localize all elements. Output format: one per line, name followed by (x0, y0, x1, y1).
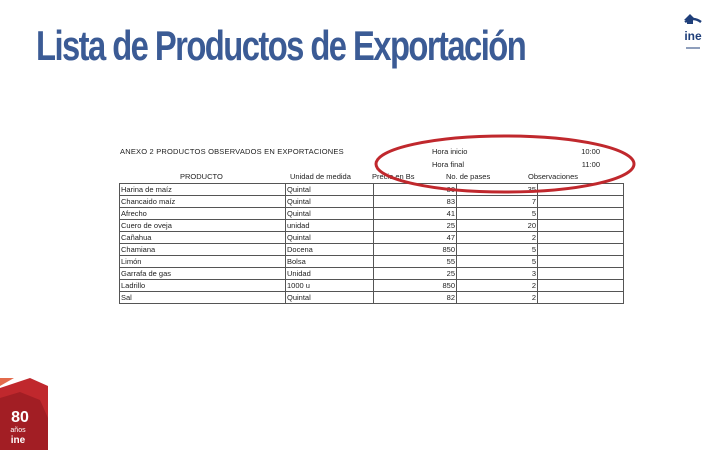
table-row: Ladrillo 1000 u 850 2 (119, 279, 624, 292)
cell-passes: 5 (456, 243, 538, 256)
cell-passes: 2 (456, 231, 538, 244)
cell-observations (537, 207, 624, 220)
cell-observations (537, 243, 624, 256)
table-row: Chancaido maíz Quintal 83 7 (119, 195, 624, 208)
cell-product: Cañahua (119, 231, 286, 244)
cell-product: Chancaido maíz (119, 195, 286, 208)
cell-product: Chamiana (119, 243, 286, 256)
cell-price: 41 (373, 207, 457, 220)
cell-passes: 2 (456, 291, 538, 304)
header-product: PRODUCTO (180, 172, 223, 181)
cell-unit: Quintal (285, 207, 374, 220)
cell-product: Afrecho (119, 207, 286, 220)
cell-unit: Bolsa (285, 255, 374, 268)
table-row: Harina de maíz Quintal 80 35 (119, 183, 624, 196)
cell-product: Sal (119, 291, 286, 304)
cell-product: Harina de maíz (119, 183, 286, 196)
end-time-value: 11:00 (581, 160, 600, 169)
cell-price: 25 (373, 267, 457, 280)
table-row: Chamiana Docena 850 5 (119, 243, 624, 256)
cell-price: 83 (373, 195, 457, 208)
header-unit: Unidad de medida (290, 172, 351, 181)
cell-passes: 5 (456, 207, 538, 220)
cell-unit: Quintal (285, 183, 374, 196)
cell-unit: Quintal (285, 195, 374, 208)
cell-price: 82 (373, 291, 457, 304)
cell-product: Garrafa de gas (119, 267, 286, 280)
cell-observations (537, 231, 624, 244)
cell-observations (537, 255, 624, 268)
cell-passes: 5 (456, 255, 538, 268)
cell-observations (537, 267, 624, 280)
ine-logo: ine (668, 8, 718, 58)
ine-logo-text: ine (684, 29, 702, 43)
cell-price: 47 (373, 231, 457, 244)
table-row: Cañahua Quintal 47 2 (119, 231, 624, 244)
cell-observations (537, 195, 624, 208)
table-row: Cuero de oveja unidad 25 20 (119, 219, 624, 232)
end-time-label: Hora final (432, 160, 465, 169)
cell-passes: 20 (456, 219, 538, 232)
table-row: Sal Quintal 82 2 (119, 291, 624, 304)
cell-passes: 3 (456, 267, 538, 280)
cell-passes: 2 (456, 279, 538, 292)
cell-price: 850 (373, 243, 457, 256)
cell-product: Cuero de oveja (119, 219, 286, 232)
cell-observations (537, 219, 624, 232)
cell-unit: 1000 u (285, 279, 374, 292)
cell-unit: Unidad (285, 267, 374, 280)
cell-unit: unidad (285, 219, 374, 232)
anniversary-word: años (10, 427, 26, 434)
highlight-ellipse (374, 134, 636, 194)
cell-unit: Docena (285, 243, 374, 256)
cell-passes: 7 (456, 195, 538, 208)
cell-observations (537, 291, 624, 304)
table-row: Garrafa de gas Unidad 25 3 (119, 267, 624, 280)
table-row: Limón Bolsa 55 5 (119, 255, 624, 268)
cell-observations (537, 183, 624, 196)
annex-title: ANEXO 2 PRODUCTOS OBSERVADOS EN EXPORTAC… (120, 147, 344, 156)
cell-product: Ladrillo (119, 279, 286, 292)
table-row: Afrecho Quintal 41 5 (119, 207, 624, 220)
header-passes: No. de pases (446, 172, 491, 181)
start-time-value: 10:00 (581, 147, 600, 156)
products-table: Harina de maíz Quintal 80 35 Chancaido maíz Q… (119, 183, 624, 304)
cell-observations (537, 279, 624, 292)
anniversary-logo: 80 años ine (0, 378, 48, 450)
cell-price: 55 (373, 255, 457, 268)
cell-unit: Quintal (285, 231, 374, 244)
page-title: Lista de Productos de Exportación (36, 22, 527, 69)
anniversary-years: 80 (11, 409, 29, 426)
start-time-label: Hora inicio (432, 147, 468, 156)
cell-price: 25 (373, 219, 457, 232)
cell-price: 850 (373, 279, 457, 292)
cell-product: Limón (119, 255, 286, 268)
anniversary-brand: ine (11, 435, 26, 446)
header-observations: Observaciones (528, 172, 579, 181)
cell-unit: Quintal (285, 291, 374, 304)
